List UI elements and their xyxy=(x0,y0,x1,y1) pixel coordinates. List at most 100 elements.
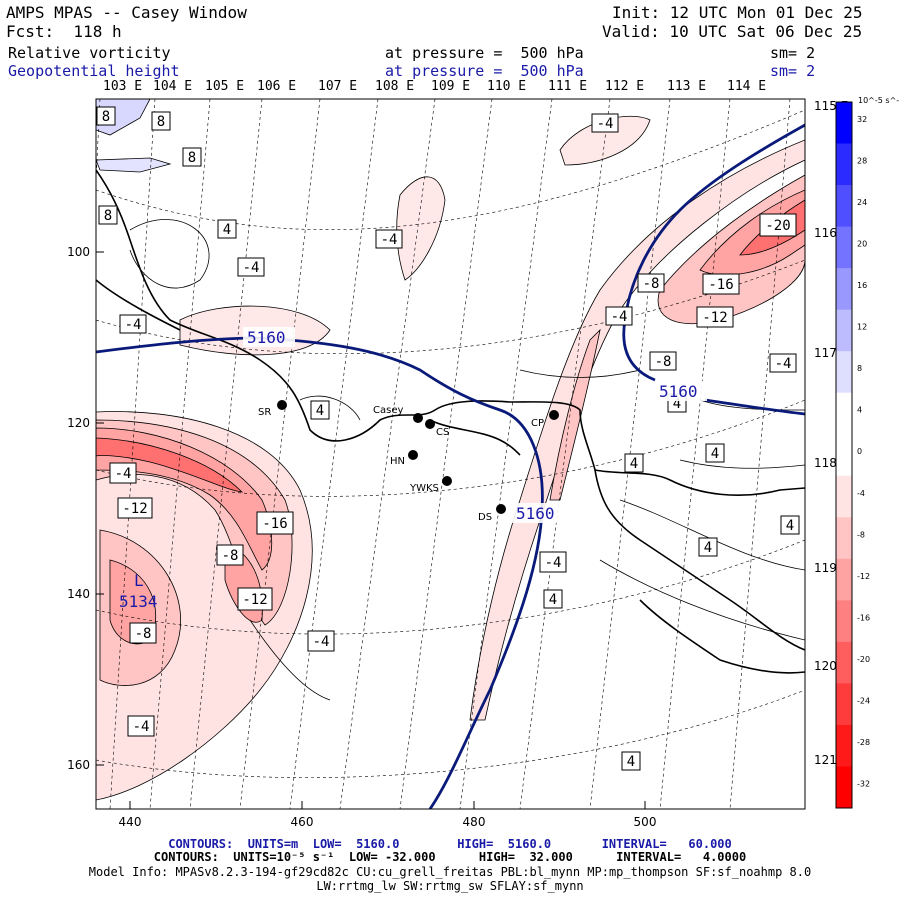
height-label: 5160 xyxy=(659,382,698,401)
station-marker[interactable] xyxy=(277,400,287,410)
field2-name: Geopotential height xyxy=(8,62,180,80)
vort-label: -16 xyxy=(262,516,287,532)
model-info-line2: LW:rrtmg_lw SW:rrtmg_sw SFLAY:sf_mynn xyxy=(316,879,584,893)
station-marker[interactable] xyxy=(408,450,418,460)
vort-label: 4 xyxy=(711,446,719,462)
colorbar-label: 32 xyxy=(857,115,867,124)
negative-vorticity-area xyxy=(559,115,651,166)
vort-label: -4 xyxy=(133,719,150,735)
vort-label: -4 xyxy=(775,356,792,372)
vort-label: 4 xyxy=(786,518,794,534)
colorbar-label: 12 xyxy=(857,323,867,332)
colorbar-label: -32 xyxy=(857,779,870,788)
vort-label: -12 xyxy=(702,310,727,326)
vort-label: 4 xyxy=(704,540,712,556)
x-axis-label: 480 xyxy=(463,815,486,829)
colorbar-label: 8 xyxy=(857,364,862,373)
top-lon-label: 112 E xyxy=(605,79,644,94)
top-lon-label: 103 E xyxy=(103,79,142,94)
negative-vorticity-area xyxy=(699,189,805,276)
valid-time: Valid: 10 UTC Sat 06 Dec 25 xyxy=(602,22,863,41)
left-axis-ticks xyxy=(96,251,646,809)
y-axis-label: 160 xyxy=(67,758,90,772)
vort-label: 4 xyxy=(549,592,557,608)
station-marker[interactable] xyxy=(442,476,452,486)
field1-smoothing: sm= 2 xyxy=(770,44,816,62)
init-time: Init: 12 UTC Mon 01 Dec 25 xyxy=(612,3,863,22)
colorbar-swatch xyxy=(836,309,852,352)
colorbar-frame xyxy=(835,101,853,809)
station-marker[interactable] xyxy=(496,504,506,514)
coastline xyxy=(96,169,805,674)
vort-label: 8 xyxy=(157,114,165,130)
y-axis-label: 120 xyxy=(67,416,90,430)
top-lon-label: 105 E xyxy=(205,79,244,94)
vort-label: 8 xyxy=(104,208,112,224)
station-label: Casey xyxy=(373,405,403,416)
colorbar-label: 28 xyxy=(857,157,867,166)
vort-label: 4 xyxy=(223,222,231,238)
x-axis-label: 440 xyxy=(119,815,142,829)
colorbar-swatch xyxy=(836,600,852,643)
vort-label: -4 xyxy=(0,0,1,1)
field1-name: Relative vorticity xyxy=(8,44,171,62)
top-lon-label: 104 E xyxy=(153,79,192,94)
low-pressure-letter: L xyxy=(134,571,144,590)
station-label: HN xyxy=(390,456,405,467)
plot-frame xyxy=(95,98,806,810)
x-axis-label: 500 xyxy=(634,815,657,829)
station-marker[interactable] xyxy=(413,413,423,423)
colorbar-swatch xyxy=(836,185,852,228)
stations: SR Casey CS CP HN YWKS DS xyxy=(258,400,559,523)
vort-label: -8 xyxy=(655,354,672,370)
model-info: Model Info: MPASv8.2.3-194-gf29cd82c CU:… xyxy=(88,865,812,879)
height-label: 5160 xyxy=(247,328,286,347)
vort-label: 8 xyxy=(188,150,196,166)
station-label: YWKS xyxy=(409,483,439,494)
vort-label: -8 xyxy=(643,276,660,292)
top-lon-label: 111 E xyxy=(548,79,587,94)
colorbar-swatch xyxy=(836,268,852,311)
colorbar-label: -4 xyxy=(857,489,865,498)
colorbar-swatch xyxy=(836,226,852,269)
height-labels: 5160 5160 5160 L 5134 xyxy=(119,327,707,611)
top-lon-label: 107 E xyxy=(318,79,357,94)
colorbar-swatch xyxy=(836,766,852,809)
top-lon-label: 110 E xyxy=(487,79,526,94)
field1-level: at pressure = 500 hPa xyxy=(385,44,584,62)
colorbar-swatch xyxy=(836,143,852,186)
field2-smoothing: sm= 2 xyxy=(770,62,816,80)
colorbar-swatch xyxy=(836,475,852,518)
station-marker[interactable] xyxy=(549,410,559,420)
y-axis-label: 100 xyxy=(67,245,90,259)
vort-label: -12 xyxy=(122,501,147,517)
colorbar-swatch xyxy=(836,517,852,560)
vort-label: -4 xyxy=(243,260,260,276)
x-axis-label: 460 xyxy=(291,815,314,829)
vort-label: -16 xyxy=(708,277,733,293)
colorbar-label: 4 xyxy=(857,406,862,415)
top-lon-label: 106 E xyxy=(257,79,296,94)
top-lon-label: 113 E xyxy=(667,79,706,94)
vort-label: 4 xyxy=(627,754,635,770)
vort-label: -4 xyxy=(115,466,132,482)
map-title: AMPS MPAS -- Casey Window xyxy=(6,3,247,22)
plot-area: 8 8 8 8 4 -4 -4 -4 -4 -20 -8 -16 -4 -12 … xyxy=(0,0,805,809)
height-contour-info: CONTOURS: UNITS=m LOW= 5160.0 HIGH= 5160… xyxy=(168,837,732,851)
vort-label: -4 xyxy=(597,116,614,132)
station-label: CP xyxy=(531,418,544,429)
vort-label: -20 xyxy=(765,218,790,234)
field2-level: at pressure = 500 hPa xyxy=(385,62,584,80)
station-label: SR xyxy=(258,407,271,418)
colorbar-label: 20 xyxy=(857,240,867,249)
station-label: CS xyxy=(436,427,449,438)
station-marker[interactable] xyxy=(425,419,435,429)
vorticity-contour-info: CONTOURS: UNITS=10⁻⁵ s⁻¹ LOW= -32.000 HI… xyxy=(153,850,747,864)
vort-label: -4 xyxy=(381,232,398,248)
station-label: DS xyxy=(478,512,492,523)
colorbar-swatch xyxy=(836,683,852,726)
colorbar-swatch xyxy=(836,641,852,684)
top-lon-label: 109 E xyxy=(431,79,470,94)
colorbar-units: 10^-5 s^-1 xyxy=(858,96,900,105)
vort-label: -4 xyxy=(545,555,562,571)
